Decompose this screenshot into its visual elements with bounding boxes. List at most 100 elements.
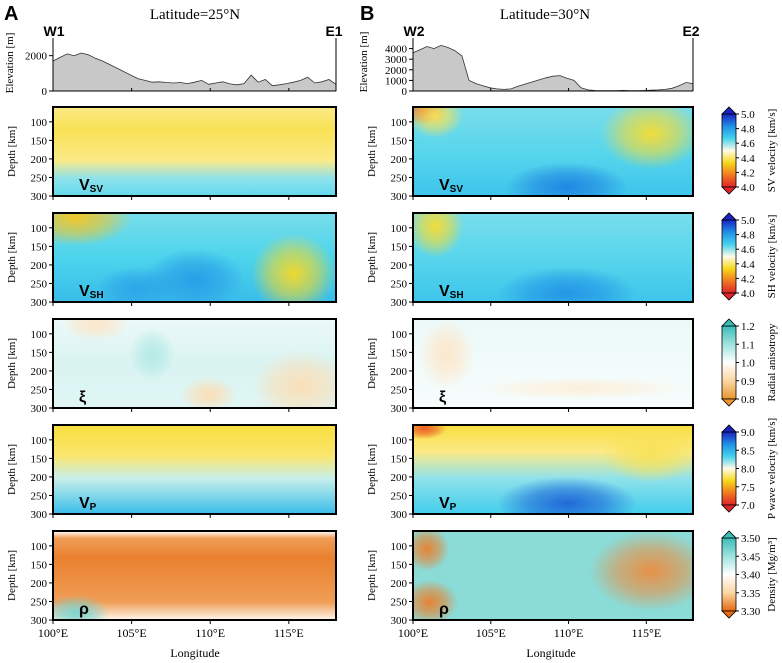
panel-a-start-label: W1 <box>44 23 65 39</box>
colorbar-tick-label: 7.5 <box>741 482 755 494</box>
depth-tick-label: 300 <box>31 403 48 415</box>
colorbar-min-arrow <box>721 398 737 407</box>
colorbar-4: 7.0 7.5 8.0 8.5 9.0 P wave velocity [km/s] <box>721 418 778 519</box>
colorbar-label: SV velocity [km/s] <box>766 109 778 193</box>
depth-tick-label: 150 <box>391 347 408 359</box>
depth-axis-label: Depth [km] <box>366 126 378 177</box>
section-frame <box>412 530 694 621</box>
colorbar-tick-label: 4.8 <box>741 124 755 136</box>
colorbar-min-arrow <box>721 504 737 513</box>
colorbar-tick-label: 3.40 <box>741 570 761 582</box>
depth-tick-label: 250 <box>391 596 408 608</box>
section-label-subscript: SV <box>90 184 104 195</box>
panel-letter-b: B <box>360 3 374 25</box>
section-frame <box>412 318 694 409</box>
depth-tick-label: 300 <box>391 509 408 521</box>
colorbar-ramp <box>721 325 737 400</box>
section-anomaly <box>413 107 464 139</box>
colorbar-ramp <box>721 537 737 612</box>
colorbar-label: SH velocity [km/s] <box>766 215 778 299</box>
panel-a-title: Latitude=25°N <box>150 7 240 23</box>
depth-axis-label: Depth [km] <box>366 338 378 389</box>
section-label-subscript: SH <box>90 290 104 301</box>
depth-axis-label: Depth [km] <box>6 232 18 283</box>
colorbar-1: 4.0 4.2 4.4 4.6 4.8 5.0 SV velocity [km/s] <box>721 106 778 195</box>
section-anomaly <box>413 579 458 620</box>
depth-tick-label: 300 <box>31 191 48 203</box>
depth-tick-label: 250 <box>31 384 48 396</box>
x-tick-label: 105°E <box>117 626 147 640</box>
colorbar-tick-label: 3.30 <box>741 606 761 618</box>
section-frame <box>52 106 337 197</box>
section-label: ξ <box>79 389 87 406</box>
depth-tick-label: 150 <box>31 241 48 253</box>
section-anomaly <box>53 595 110 620</box>
panel-a-elevation: 0 2000 <box>25 38 337 98</box>
colorbar-tick-label: 3.35 <box>741 588 761 600</box>
section-label: ρ <box>439 601 449 618</box>
colorbar-max-arrow <box>721 212 737 221</box>
x-tick-label: 115°E <box>631 626 661 640</box>
section-field <box>413 531 693 620</box>
colorbar-tick-label: 0.8 <box>741 394 755 406</box>
colorbar-tick-label: 1.1 <box>741 339 755 351</box>
depth-axis-label: Depth [km] <box>366 550 378 601</box>
colorbar-ramp <box>721 219 737 294</box>
depth-tick-label: 150 <box>31 559 48 571</box>
depth-tick-label: 250 <box>31 596 48 608</box>
panel-a-xlabel: Longitude <box>170 646 219 660</box>
depth-tick-label: 100 <box>31 435 48 447</box>
depth-tick-label: 200 <box>31 366 48 378</box>
section-field <box>53 425 336 514</box>
panel-letter-a: A <box>4 3 18 25</box>
depth-tick-label: 100 <box>31 223 48 235</box>
depth-tick-label: 100 <box>391 223 408 235</box>
x-tick-label: 100°E <box>398 626 428 640</box>
depth-tick-label: 200 <box>31 154 48 166</box>
section-3: 100 150 200 250 300 Depth [km] ξ <box>366 318 694 415</box>
elevation-tick-label: 0 <box>402 86 408 98</box>
section-label-subscript: SH <box>450 290 464 301</box>
colorbar-tick-label: 3.45 <box>741 551 761 563</box>
section-anomaly <box>95 266 181 302</box>
colorbar-tick-label: 4.2 <box>741 167 755 179</box>
panel-b-title: Latitude=30°N <box>500 7 590 23</box>
section-anomaly <box>505 162 629 196</box>
colorbar-tick-label: 4.2 <box>741 273 755 285</box>
depth-tick-label: 200 <box>31 472 48 484</box>
colorbar-max-arrow <box>721 424 737 433</box>
section-field <box>53 107 336 196</box>
section-label: ρ <box>79 601 89 618</box>
elevation-tick-label: 1000 <box>385 75 408 87</box>
section-anomaly <box>413 213 464 258</box>
section-label-subscript: P <box>450 502 457 513</box>
elevation-profile <box>412 44 694 92</box>
section-anomaly <box>600 425 693 483</box>
section-anomaly <box>180 376 237 408</box>
colorbar-5: 3.30 3.35 3.40 3.45 3.50 Density [Mg/m³] <box>721 530 778 619</box>
section-label-subscript: SV <box>450 184 464 195</box>
section-field <box>413 319 693 408</box>
elevation-tick-label: 2000 <box>385 65 408 77</box>
depth-tick-label: 250 <box>391 384 408 396</box>
section-anomaly <box>61 319 130 342</box>
panel-b-xlabel: Longitude <box>526 646 575 660</box>
colorbar-max-arrow <box>721 530 737 539</box>
colorbar-tick-label: 4.0 <box>741 288 755 300</box>
colorbar-tick-label: 5.0 <box>741 215 755 227</box>
section-frame <box>412 212 694 303</box>
colorbar-tick-label: 4.4 <box>741 153 755 165</box>
section-background <box>53 425 336 514</box>
depth-tick-label: 100 <box>391 435 408 447</box>
section-field <box>53 213 336 302</box>
section-frame <box>412 106 694 197</box>
section-anomaly <box>497 476 637 514</box>
colorbar-tick-label: 7.0 <box>741 500 755 512</box>
depth-tick-label: 100 <box>391 329 408 341</box>
colorbar-tick-label: 4.4 <box>741 259 755 271</box>
panel-a-end-label: E1 <box>325 23 342 39</box>
